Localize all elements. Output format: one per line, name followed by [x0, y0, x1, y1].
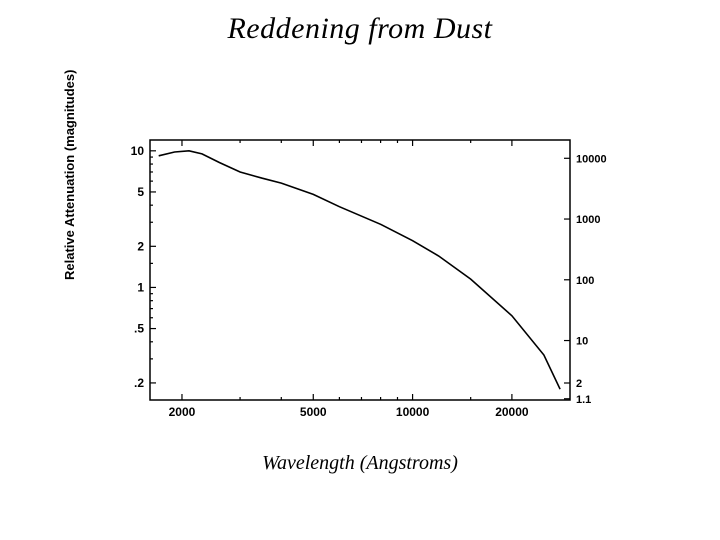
- x-tick-label: 5000: [300, 405, 327, 419]
- x-axis-label: Wavelength (Angstroms): [0, 452, 720, 475]
- y-tick-label-left: .5: [134, 322, 144, 336]
- y-tick-label-left: 1: [137, 280, 144, 294]
- y-tick-label-left: 2: [137, 239, 144, 253]
- y-tick-label-right: 1.1: [576, 394, 591, 406]
- y-tick-label-right: 10: [576, 336, 588, 348]
- y-tick-label-right: 100: [576, 275, 594, 287]
- attenuation-chart: 2000 5000 10000 20000 .2 .5 1 2 5 10 1.1 2 10 100 1000…: [100, 130, 620, 430]
- y-tick-label-left: .2: [134, 376, 144, 390]
- x-tick-label: 10000: [396, 405, 430, 419]
- y-tick-label-left: 10: [131, 144, 145, 158]
- attenuation-curve: [159, 151, 560, 389]
- x-tick-label: 20000: [495, 405, 529, 419]
- y-tick-label-right: 2: [576, 378, 582, 390]
- y-tick-label-right: 1000: [576, 214, 600, 226]
- x-tick-label: 2000: [169, 405, 196, 419]
- y-tick-label-right: 10000: [576, 153, 607, 165]
- y-tick-label-left: 5: [137, 185, 144, 199]
- slide-title: Reddening from Dust: [0, 12, 720, 46]
- y-axis-label: Relative Attenuation (magnitudes): [62, 70, 77, 280]
